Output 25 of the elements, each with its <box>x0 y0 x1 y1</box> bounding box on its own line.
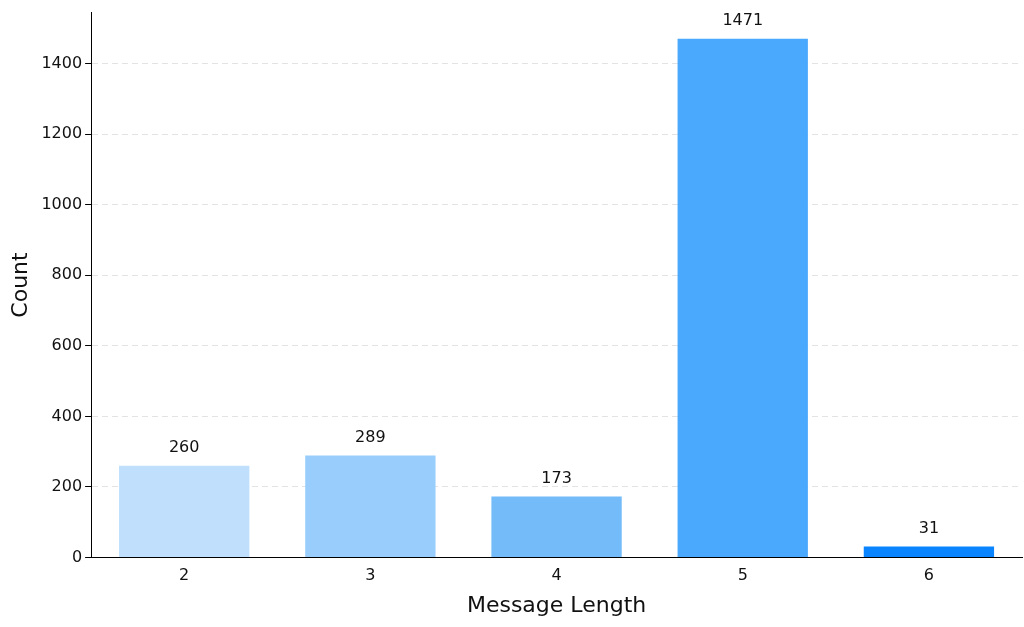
y-tick-label: 600 <box>51 334 83 354</box>
bar <box>491 496 622 557</box>
data-label: 289 <box>355 426 386 446</box>
data-label: 31 <box>918 517 940 537</box>
x-tick-label: 5 <box>737 565 748 585</box>
y-tick-label: 1000 <box>41 193 83 213</box>
x-axis-title: Message Length <box>466 591 647 617</box>
y-tick-label: 800 <box>51 264 83 284</box>
data-label: 173 <box>541 467 572 487</box>
y-tick-label: 400 <box>51 405 83 425</box>
x-tick-label: 4 <box>551 565 562 585</box>
x-tick-label: 3 <box>365 565 376 585</box>
x-tick-label: 2 <box>179 565 190 585</box>
bar <box>677 38 808 557</box>
y-tick-label: 1200 <box>41 123 83 143</box>
bar <box>305 455 436 557</box>
x-tick-label: 6 <box>923 565 935 585</box>
y-axis-title: Count <box>6 251 32 318</box>
y-tick-label: 1400 <box>41 52 83 72</box>
y-tick-label: 0 <box>71 546 83 566</box>
bar <box>863 546 995 557</box>
y-tick-label: 200 <box>51 476 83 496</box>
data-label: 1471 <box>722 9 764 29</box>
data-label: 260 <box>168 436 200 456</box>
bar <box>119 465 250 557</box>
